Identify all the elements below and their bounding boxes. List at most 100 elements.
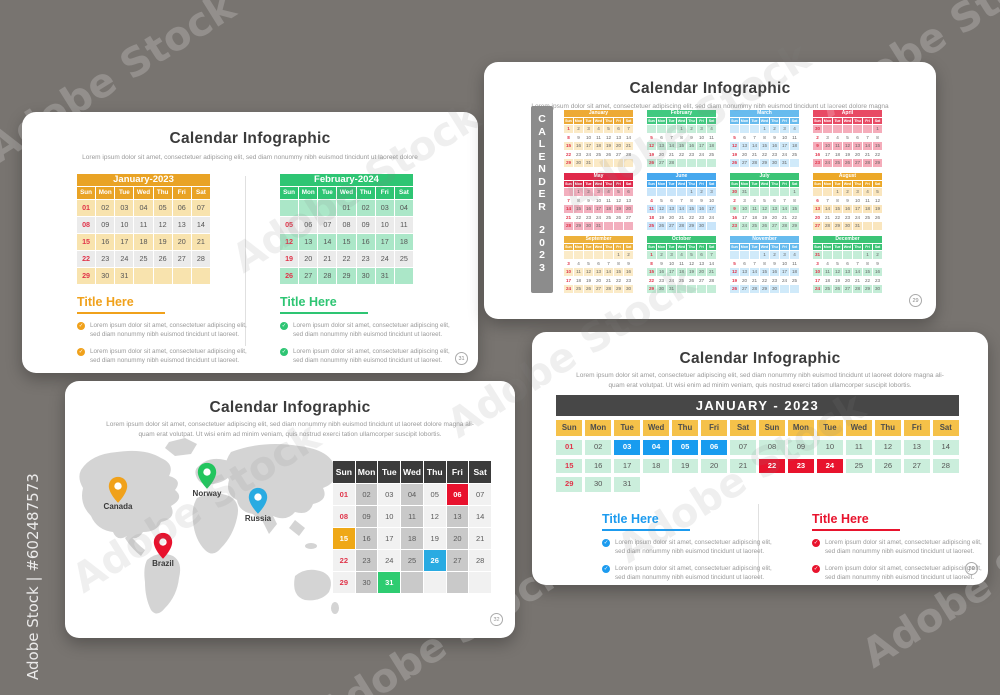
- date-cell: 27: [740, 285, 749, 293]
- day-header-row: Sun Mon Tue Wed Thu Fri Sat: [730, 180, 799, 187]
- date-cell: [657, 125, 666, 133]
- date-cell: 22: [614, 276, 623, 285]
- date-cell: [697, 159, 706, 167]
- slide-subtitle: Lorem ipsum dolor sit amet, consectetuer…: [82, 154, 418, 161]
- slide-card-bottom-left: Calendar Infographic Lorem ipsum dolor s…: [65, 381, 515, 638]
- bullet-item: ✓ Lorem ipsum dolor sit amet, consectetu…: [602, 538, 778, 557]
- date-cell: 16: [96, 234, 115, 250]
- mini-calendar-september: September Sun Mon Tue Wed Thu Fri Sat 1 2 3 4 5 6 7 8 9 1…: [564, 235, 633, 293]
- date-cell: 3: [823, 133, 832, 142]
- date-cell: 11: [574, 268, 583, 276]
- date-cell: 12: [153, 217, 172, 233]
- day-header-cell: Wed: [401, 461, 423, 483]
- date-cell: 27: [172, 251, 191, 267]
- day-header-cell: Mon: [574, 180, 583, 187]
- date-cell: 17: [780, 142, 789, 150]
- date-cell: 29: [687, 222, 696, 230]
- date-cell: 6: [624, 187, 633, 196]
- date-cell: 27: [903, 458, 931, 473]
- date-cell: 18: [401, 528, 423, 549]
- date-cell: 14: [780, 205, 789, 213]
- date-cell: [750, 250, 759, 259]
- date-cell: 15: [337, 234, 356, 250]
- date-cell: [153, 268, 172, 284]
- date-cell: 22: [760, 276, 769, 285]
- day-header-cell: Tue: [667, 118, 676, 124]
- mini-calendar-july: July Sun Mon Tue Wed Thu Fri Sat 30 31 1 2 3 4 5 6 7 8 9 10…: [730, 172, 799, 230]
- date-cell: 7: [707, 250, 716, 259]
- day-header-cell: Sun: [564, 243, 573, 250]
- date-cell: 27: [740, 159, 749, 167]
- day-header-cell: Wed: [677, 180, 686, 187]
- date-cell: 7: [863, 133, 872, 142]
- slide-card-top-right: Calendar Infographic Lorem ipsum dolor s…: [484, 62, 936, 319]
- date-cell: 23: [730, 222, 739, 230]
- day-header-cell: Sun: [813, 180, 822, 187]
- day-header-row: Sun Mon Tue Wed Thu Fri Sat: [564, 118, 633, 124]
- day-header-cell: Fri: [697, 243, 706, 250]
- date-cell: 5: [687, 250, 696, 259]
- day-header-cell: Fri: [863, 118, 872, 124]
- date-cell: 15: [873, 142, 882, 150]
- date-cell: 12: [873, 196, 882, 205]
- date-cell: 5: [647, 133, 656, 142]
- date-cell: [823, 125, 832, 133]
- date-cell: 4: [750, 196, 759, 205]
- date-cell: 9: [843, 196, 852, 205]
- date-cell: 10: [594, 196, 603, 205]
- month-header: August: [813, 172, 882, 180]
- date-cell: 24: [378, 550, 401, 571]
- date-cell: 13: [299, 234, 318, 250]
- date-cell: [707, 159, 716, 167]
- date-cell: 14: [318, 234, 337, 250]
- date-cell: 29: [863, 285, 872, 293]
- date-cell: 7: [853, 259, 862, 268]
- day-header-cell: Tue: [613, 420, 641, 436]
- week-row: 01 02 03 04 05 06 07: [77, 200, 210, 216]
- week-row: 30 1: [813, 125, 882, 133]
- date-cell: 18: [574, 276, 583, 285]
- date-cell: 22: [564, 150, 573, 159]
- date-cell: 27: [813, 222, 822, 230]
- divider: [245, 176, 246, 346]
- week-row: 24 25 26 27 28 29 30: [813, 285, 882, 293]
- date-cell: 31: [584, 159, 593, 167]
- check-icon: ✓: [602, 539, 610, 547]
- day-header-cell: Thu: [356, 187, 375, 199]
- date-cell: [469, 572, 491, 593]
- date-cell: 23: [843, 213, 852, 222]
- day-header-cell: Mon: [574, 243, 583, 250]
- date-cell: 18: [642, 458, 670, 473]
- banner-letter: E: [538, 150, 546, 163]
- date-cell: 12: [657, 205, 666, 213]
- date-cell: 5: [584, 259, 593, 268]
- title-underline: [77, 312, 165, 314]
- day-header-cell: Thu: [874, 420, 902, 436]
- day-header-cell: Thu: [153, 187, 172, 199]
- date-cell: 27: [843, 285, 852, 293]
- day-header-row: Sun Mon Tue Wed Thu Fri Sat: [647, 243, 716, 250]
- date-cell: 10: [823, 142, 832, 150]
- date-cell: [780, 187, 789, 196]
- mini-calendar-may: May Sun Mon Tue Wed Thu Fri Sat 1 2 3 4 5 6 7 8 9 10 11 12 1…: [564, 172, 633, 230]
- date-cell: 20: [624, 205, 633, 213]
- date-cell: 3: [584, 125, 593, 133]
- day-header-cell: Wed: [594, 243, 603, 250]
- date-cell: 14: [707, 259, 716, 268]
- date-cell: [574, 250, 583, 259]
- date-cell: [647, 125, 656, 133]
- date-cell: 9: [873, 259, 882, 268]
- date-cell: [823, 250, 832, 259]
- week-row: 26 27 28 29 30: [730, 285, 799, 293]
- date-cell: 10: [853, 196, 862, 205]
- date-cell: 12: [833, 268, 842, 276]
- title-underline: [602, 529, 690, 531]
- week-row: 25 26 27 28 29 30: [647, 222, 716, 230]
- date-cell: 27: [594, 285, 603, 293]
- date-cell: 24: [564, 285, 573, 293]
- date-cell: 29: [833, 222, 842, 230]
- date-cell: 3: [853, 187, 862, 196]
